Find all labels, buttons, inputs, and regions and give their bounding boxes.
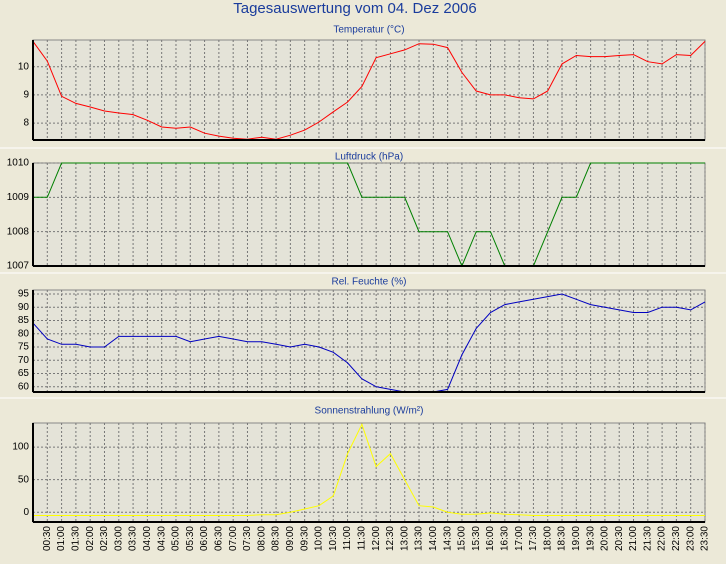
x-tick-label: 06:00: [199, 526, 210, 551]
x-tick-label: 15:00: [457, 526, 468, 551]
y-tick-label: 1009: [7, 192, 30, 203]
x-tick-label: 01:30: [71, 526, 82, 551]
x-tick-label: 21:30: [642, 526, 653, 551]
y-tick-label: 85: [18, 315, 30, 326]
plot-area: [32, 162, 706, 267]
x-tick-label: 22:30: [671, 526, 682, 551]
x-tick-label: 15:30: [471, 526, 482, 551]
panel-title: Temperatur (°C): [333, 25, 404, 36]
x-tick-label: 14:30: [442, 526, 453, 551]
panel-title: Luftdruck (hPa): [335, 152, 403, 163]
x-tick-label: 11:00: [342, 526, 353, 551]
x-tick-label: 16:30: [499, 526, 510, 551]
x-tick-label: 04:30: [156, 526, 167, 551]
x-tick-label: 19:00: [571, 526, 582, 551]
x-tick-label: 14:00: [428, 526, 439, 551]
data-line: [32, 41, 706, 140]
x-tick-label: 05:00: [171, 526, 182, 551]
x-tick-label: 18:00: [542, 526, 553, 551]
x-tick-label: 13:00: [399, 526, 410, 551]
y-tick-label: 90: [18, 302, 30, 313]
panel-title: Sonnenstrahlung (W/m²): [315, 406, 424, 417]
data-line: [33, 422, 705, 516]
y-tick-label: 8: [23, 118, 29, 129]
y-tick-label: 1008: [7, 226, 30, 237]
x-tick-label: 09:30: [299, 526, 310, 551]
x-tick-label: 08:00: [256, 526, 267, 551]
x-tick-label: 10:00: [314, 526, 325, 551]
x-tick-label: 12:30: [385, 526, 396, 551]
y-tick-label: 9: [23, 90, 29, 101]
x-tick-label: 08:30: [271, 526, 282, 551]
x-tick-label: 00:30: [42, 526, 53, 551]
y-tick-label: 65: [18, 368, 30, 379]
x-tick-label: 12:00: [371, 526, 382, 551]
x-tick-label: 05:30: [185, 526, 196, 551]
x-tick-label: 19:30: [585, 526, 596, 551]
y-tick-label: 60: [18, 381, 30, 392]
y-tick-label: 1007: [7, 261, 30, 272]
plot-area: [32, 39, 706, 141]
x-tick-label: 07:30: [242, 526, 253, 551]
plot-area: [32, 422, 706, 523]
x-tick-label: 02:30: [99, 526, 110, 551]
x-tick-label: 23:00: [685, 526, 696, 551]
y-tick-label: 50: [18, 474, 30, 485]
y-tick-label: 0: [23, 507, 29, 518]
y-tick-label: 100: [12, 442, 29, 453]
page-title: Tagesauswertung vom 04. Dez 2006: [233, 0, 476, 17]
y-tick-label: 10: [18, 61, 30, 72]
x-tick-label: 09:00: [285, 526, 296, 551]
x-tick-label: 20:00: [600, 526, 611, 551]
y-tick-label: 70: [18, 355, 30, 366]
x-tick-label: 02:00: [85, 526, 96, 551]
y-tick-label: 95: [18, 289, 30, 300]
data-line: [33, 162, 705, 268]
x-tick-label: 13:30: [414, 526, 425, 551]
x-tick-label: 18:30: [557, 526, 568, 551]
plot-area: [32, 289, 706, 393]
y-tick-label: 1010: [7, 158, 30, 169]
x-tick-label: 22:00: [657, 526, 668, 551]
x-tick-label: 07:00: [228, 526, 239, 551]
x-tick-label: 20:30: [614, 526, 625, 551]
x-tick-label: 17:30: [528, 526, 539, 551]
x-tick-label: 11:30: [356, 526, 367, 551]
x-tick-label: 10:30: [328, 526, 339, 551]
x-tick-label: 03:30: [128, 526, 139, 551]
x-tick-label: 17:00: [514, 526, 525, 551]
panel-title: Rel. Feuchte (%): [331, 277, 406, 288]
y-tick-label: 75: [18, 342, 30, 353]
x-tick-label: 01:00: [56, 526, 67, 551]
x-tick-label: 06:30: [214, 526, 225, 551]
data-line: [32, 293, 706, 393]
x-tick-label: 21:00: [628, 526, 639, 551]
y-tick-label: 80: [18, 328, 30, 339]
x-tick-label: 04:00: [142, 526, 153, 551]
x-tick-label: 23:30: [700, 526, 711, 551]
x-tick-label: 03:00: [113, 526, 124, 551]
x-tick-label: 16:00: [485, 526, 496, 551]
